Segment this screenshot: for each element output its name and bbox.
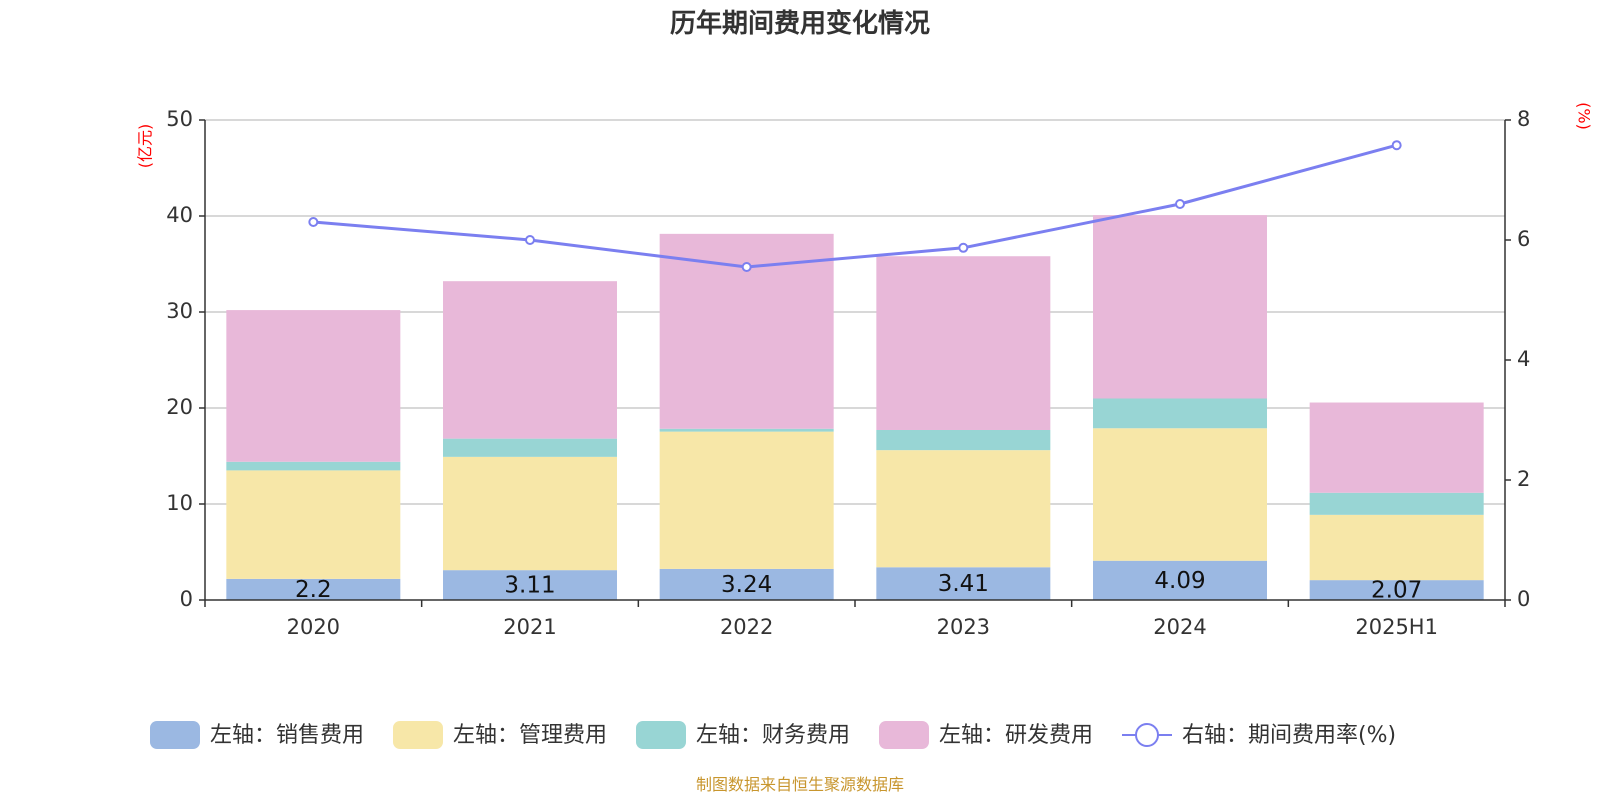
bar-value-label: 4.09	[1154, 568, 1205, 594]
rate-line	[308, 140, 1402, 272]
rate-point[interactable]	[741, 262, 752, 272]
right-tick-label: 2	[1517, 467, 1530, 491]
bar-segment[interactable]	[1309, 402, 1484, 493]
legend-swatch	[393, 721, 443, 749]
bar-segment[interactable]	[443, 281, 617, 439]
left-tick-label: 10	[166, 491, 193, 515]
bar-segment[interactable]	[443, 456, 617, 571]
bar-labels: 2.2 3.11 3.24 3.41 4.09 2.07	[295, 568, 1422, 604]
x-tick-label: 2023	[937, 615, 990, 639]
legend-item[interactable]: 左轴：研发费用	[879, 721, 1093, 749]
bar-segment[interactable]	[659, 568, 834, 600]
left-tick-label: 40	[166, 203, 193, 227]
bar-segment[interactable]	[1093, 560, 1267, 600]
bar-segment[interactable]	[443, 570, 617, 600]
rate-point[interactable]	[1391, 140, 1402, 151]
bar-segment[interactable]	[876, 450, 1051, 568]
left-tick-label: 20	[166, 395, 193, 419]
source-note: 制图数据来自恒生聚源数据库	[696, 775, 904, 794]
bar-segment[interactable]	[226, 578, 401, 600]
bar-segment[interactable]	[1093, 398, 1267, 429]
legend-label: 右轴：期间费用率(%)	[1182, 723, 1396, 748]
legend-marker	[1135, 723, 1159, 747]
bar-value-label: 2.07	[1371, 578, 1422, 604]
legend-swatch	[879, 721, 929, 749]
right-tick-label: 6	[1517, 227, 1530, 251]
bar-segment[interactable]	[876, 256, 1051, 430]
right-tick-label: 4	[1517, 347, 1530, 371]
rate-point[interactable]	[525, 235, 535, 245]
grid-lines	[205, 119, 1505, 505]
x-tick-label: 2024	[1153, 615, 1206, 639]
axes: 0 10 20 30 40 50 0 2 4 6 8 2020 2021 2022 2023 2024 2025…	[166, 107, 1530, 639]
bar-segment[interactable]	[659, 428, 834, 432]
bar-value-label: 2.2	[295, 577, 332, 603]
rate-polyline	[313, 143, 1398, 269]
legend[interactable]: 左轴：销售费用 左轴：管理费用 左轴：财务费用 左轴：研发费用 右轴：期间费用率(%)	[150, 721, 1396, 749]
rate-point[interactable]	[958, 242, 969, 253]
legend-swatch	[150, 721, 200, 749]
right-axis-unit: (%)	[1575, 102, 1594, 130]
bar-value-label: 3.41	[938, 571, 989, 597]
legend-item[interactable]: 右轴：期间费用率(%)	[1122, 723, 1396, 748]
chart-title: 历年期间费用变化情况	[670, 8, 930, 39]
legend-label: 左轴：财务费用	[696, 723, 850, 748]
bar-segment[interactable]	[443, 438, 617, 457]
rate-point[interactable]	[1175, 199, 1185, 209]
x-tick-label: 2020	[287, 615, 340, 639]
right-tick-label: 8	[1517, 107, 1530, 131]
bar-segment[interactable]	[876, 567, 1051, 600]
bar-segment[interactable]	[226, 470, 401, 579]
legend-item[interactable]: 左轴：财务费用	[636, 721, 850, 749]
bar-segment[interactable]	[1093, 215, 1267, 399]
bar-segment[interactable]	[876, 429, 1051, 451]
bar-value-label: 3.24	[721, 572, 772, 598]
x-tick-label: 2022	[720, 615, 773, 639]
right-tick-label: 0	[1517, 587, 1530, 611]
left-tick-label: 30	[166, 299, 193, 323]
left-axis-unit: (亿元)	[136, 124, 155, 169]
rate-point[interactable]	[308, 217, 319, 227]
x-tick-label: 2025H1	[1355, 615, 1438, 639]
legend-label: 左轴：销售费用	[210, 723, 364, 748]
bar-segment[interactable]	[1309, 514, 1484, 581]
x-tick-label: 2021	[503, 615, 556, 639]
legend-label: 左轴：研发费用	[939, 723, 1093, 748]
bar-segment[interactable]	[226, 310, 401, 462]
bar-segment[interactable]	[1309, 580, 1484, 600]
bar-segment[interactable]	[1309, 492, 1484, 515]
legend-swatch	[636, 721, 686, 749]
bars	[226, 215, 1484, 600]
legend-item[interactable]: 左轴：销售费用	[150, 721, 364, 749]
legend-item[interactable]: 左轴：管理费用	[393, 721, 607, 749]
left-tick-label: 50	[166, 107, 193, 131]
bar-segment[interactable]	[226, 461, 401, 471]
bar-value-label: 3.11	[504, 573, 555, 599]
bar-segment[interactable]	[1093, 428, 1267, 561]
left-tick-label: 0	[180, 587, 193, 611]
legend-label: 左轴：管理费用	[453, 723, 607, 748]
bar-segment[interactable]	[659, 431, 834, 569]
